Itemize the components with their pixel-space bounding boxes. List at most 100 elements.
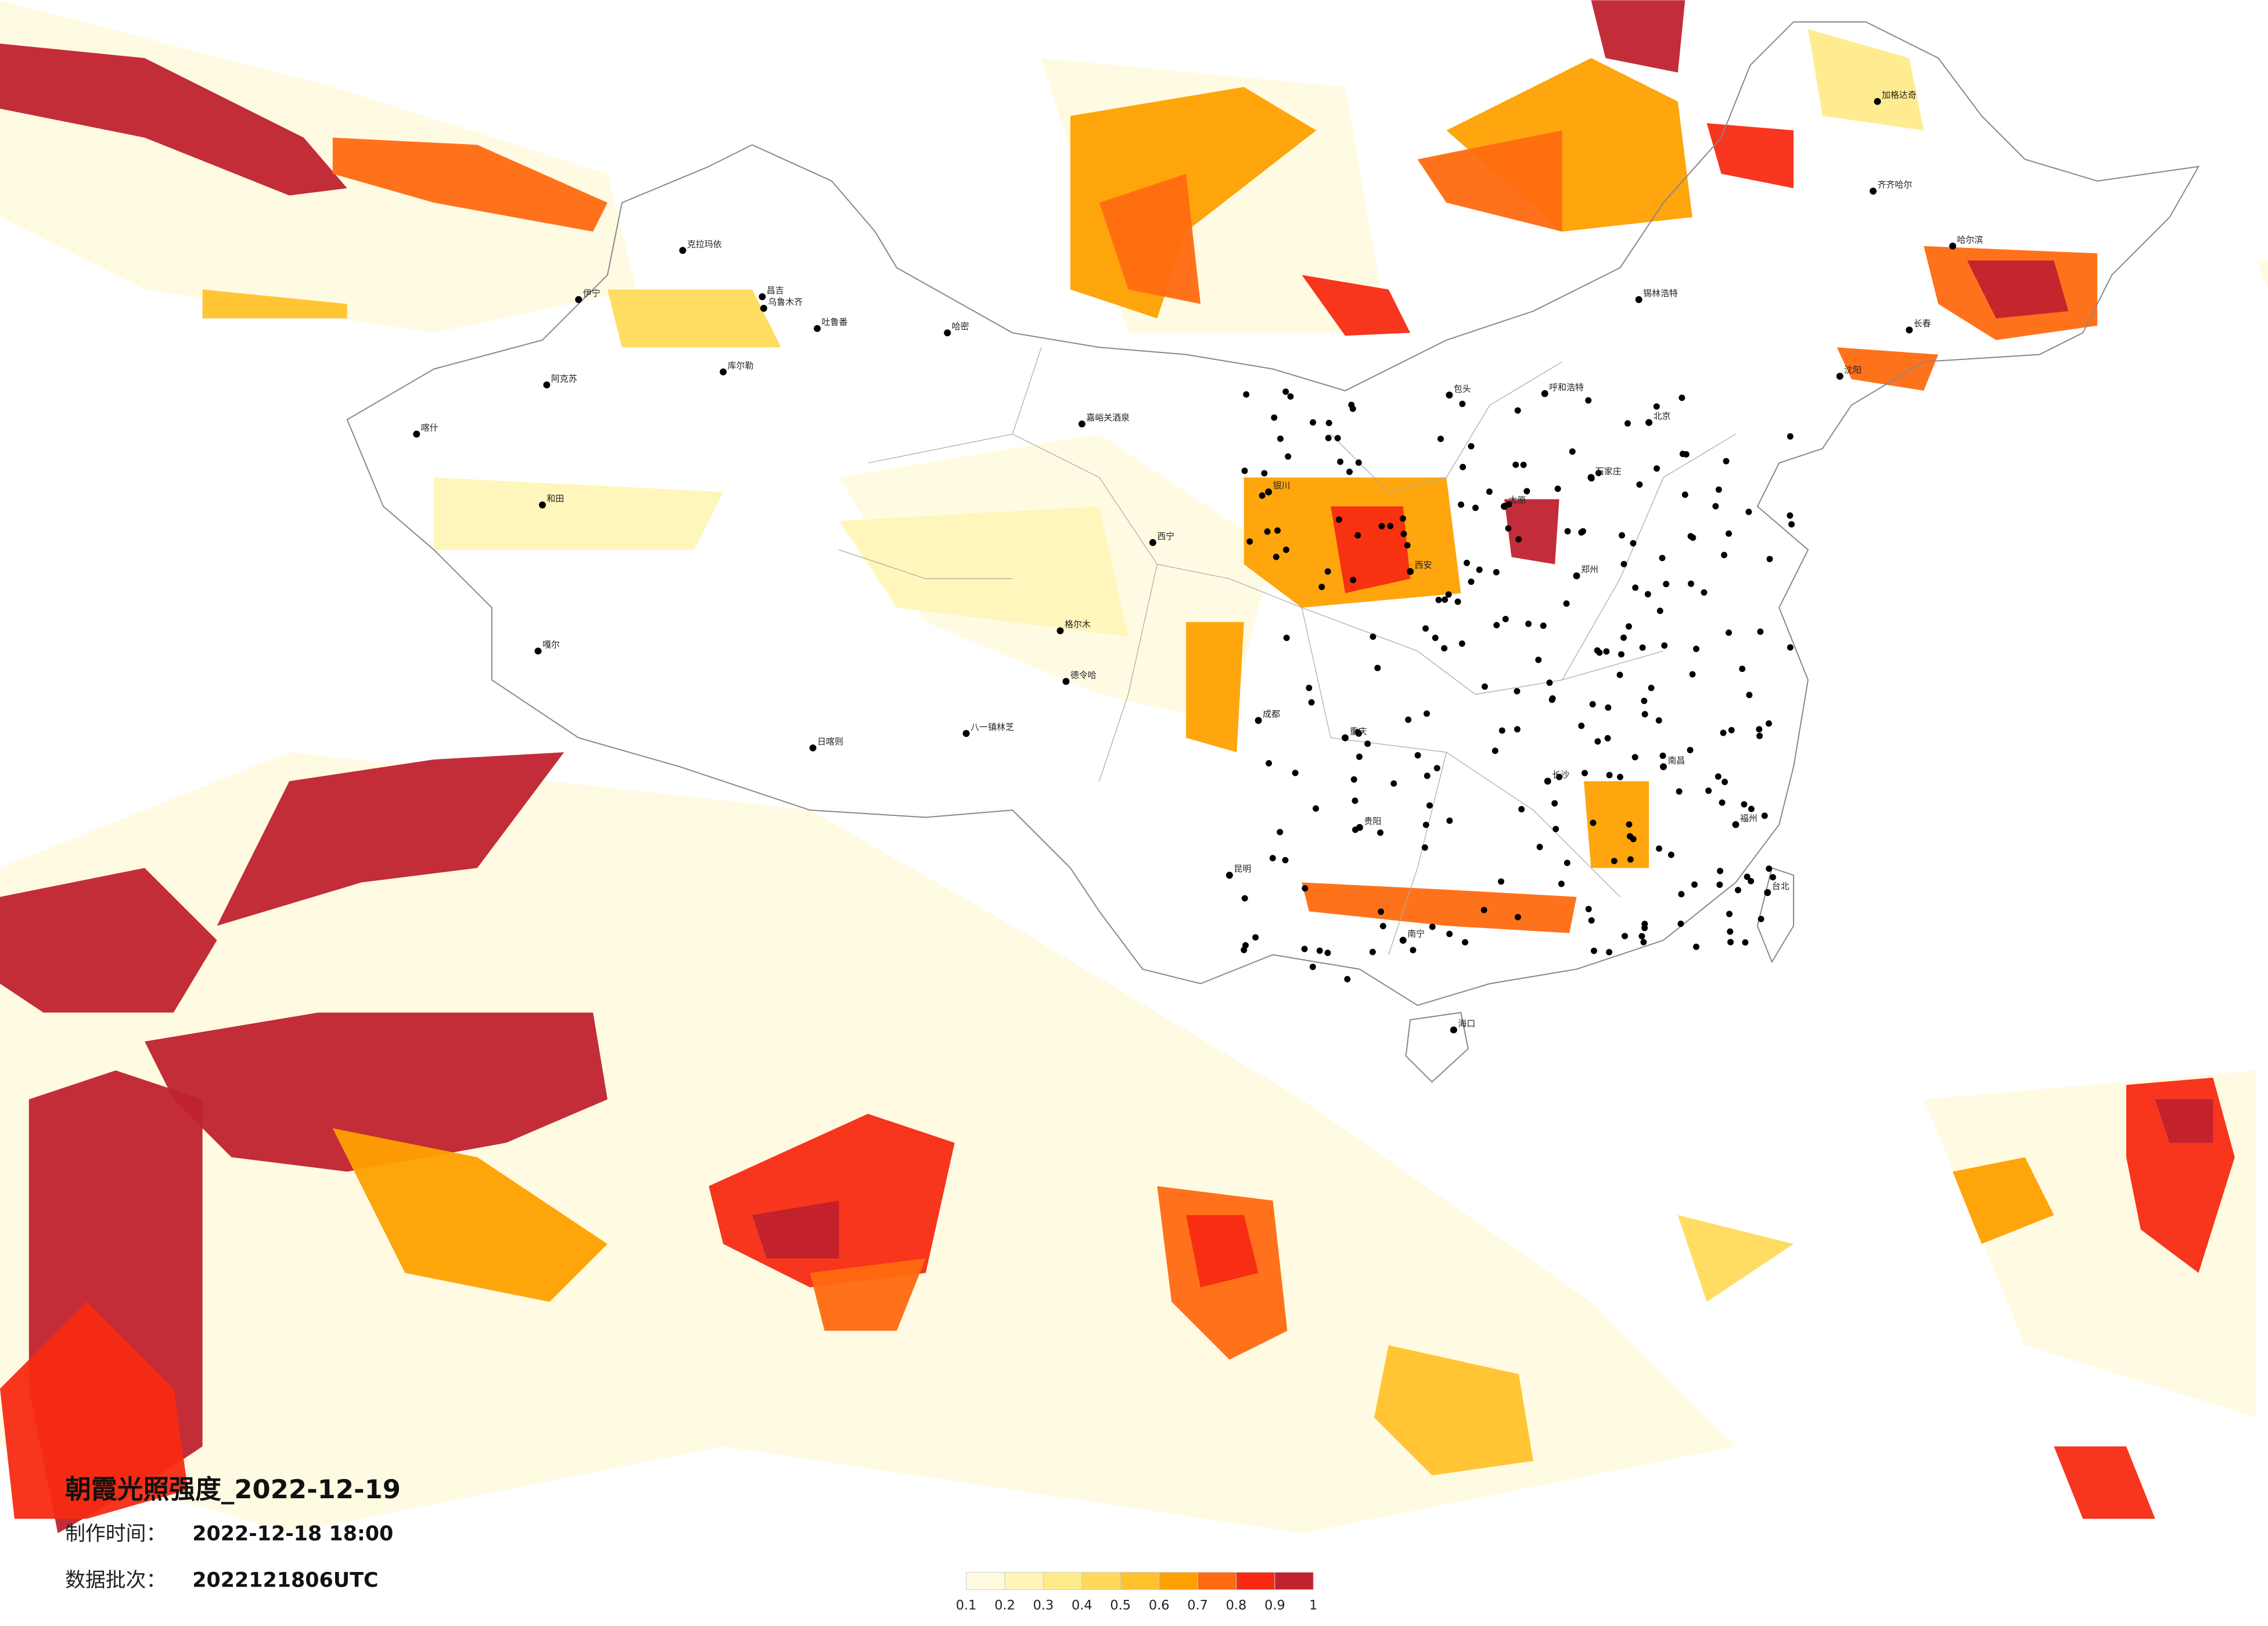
city-label: 海口 [1458, 1019, 1475, 1029]
city-dot [1676, 788, 1683, 795]
city-dot [1616, 671, 1623, 678]
heat-area [1417, 130, 1562, 232]
legend-swatch [1235, 1571, 1275, 1590]
heat-area [1836, 347, 1939, 391]
city-dot [1400, 530, 1407, 537]
city-dot [1594, 738, 1601, 745]
city-label: 乌鲁木齐 [768, 297, 803, 307]
city-dot [1405, 716, 1412, 723]
heat-area [1808, 29, 1924, 131]
city-dot [1870, 188, 1877, 195]
city-label: 北京 [1654, 411, 1671, 422]
city-dot [1356, 823, 1363, 831]
city-label: 德令哈 [1070, 670, 1097, 680]
city-dot [1514, 913, 1521, 920]
city-dot [1243, 391, 1250, 398]
city-dot [1491, 747, 1498, 754]
city-dot [1225, 872, 1233, 879]
city-dot [1252, 934, 1259, 941]
city-dot [1726, 911, 1733, 918]
city-dot [575, 296, 583, 303]
city-dot [1316, 947, 1323, 954]
city-dot [1689, 671, 1696, 678]
city-dot [1421, 844, 1428, 851]
city-dot [1742, 939, 1749, 946]
city-dot [1476, 566, 1483, 573]
city-dot [1720, 729, 1727, 736]
city-dot [1712, 503, 1719, 510]
city-dot [1541, 390, 1548, 397]
heat-area [607, 289, 781, 348]
city-dot [1756, 726, 1763, 733]
city-dot [1663, 581, 1670, 588]
city-dot [1350, 577, 1357, 584]
city-dot [1620, 560, 1627, 567]
city-label: 银川 [1273, 480, 1291, 491]
legend-swatch [1120, 1571, 1160, 1590]
city-dot [1324, 568, 1331, 575]
city-dot [1342, 734, 1349, 742]
heat-area [1591, 0, 1685, 73]
city-label: 八一镇林芝 [971, 722, 1014, 732]
city-dot [1626, 833, 1633, 840]
city-dot [1618, 651, 1625, 658]
city-dot [1630, 540, 1637, 547]
city-dot [1446, 391, 1453, 399]
city-dot [1458, 501, 1465, 508]
city-label: 贵阳 [1364, 816, 1381, 826]
city-dot [1656, 845, 1663, 852]
city-dot [1277, 435, 1284, 442]
city-dot [1544, 778, 1551, 785]
city-dot [1149, 539, 1156, 546]
heat-area [0, 868, 217, 1013]
city-dot [1458, 640, 1465, 647]
city-dot [1277, 829, 1284, 836]
city-dot [1498, 727, 1505, 734]
heat-area [752, 1200, 839, 1259]
city-dot [1410, 947, 1417, 954]
heat-area [1099, 174, 1201, 304]
city-dot [1687, 533, 1694, 539]
city-dot [1693, 645, 1700, 652]
city-dot [1691, 881, 1698, 888]
city-dot [538, 501, 546, 509]
city-dot [1325, 419, 1332, 426]
city-label: 格尔木 [1065, 619, 1091, 629]
city-dot [1468, 578, 1475, 585]
china-border [346, 21, 2200, 1006]
legend-tick: 0.8 [1226, 1598, 1247, 1613]
city-dot [1563, 859, 1570, 866]
city-dot [1480, 906, 1487, 913]
city-dot [1352, 797, 1358, 804]
city-dot [1727, 928, 1734, 935]
city-dot [1520, 462, 1527, 469]
city-dot [1514, 726, 1521, 733]
city-dot [1631, 754, 1638, 761]
city-dot [1727, 938, 1734, 945]
city-label: 南昌 [1667, 755, 1685, 765]
city-dot [720, 368, 727, 376]
city-dot [1619, 532, 1626, 539]
city-label: 昌吉 [767, 285, 784, 296]
city-dot [1255, 717, 1262, 724]
city-dot [1756, 732, 1763, 739]
city-dot [1424, 772, 1430, 779]
legend-swatch [1159, 1571, 1198, 1590]
city-dot [1337, 458, 1344, 465]
city-label: 西宁 [1157, 531, 1174, 541]
heat-area [1446, 57, 1692, 232]
city-dot [1595, 470, 1602, 476]
city-dot [1683, 451, 1690, 458]
map-title: 朝霞光照强度_2022-12-19 [65, 1474, 401, 1505]
city-dot [1655, 717, 1662, 724]
city-dot [1502, 616, 1509, 623]
city-dot [1766, 720, 1773, 727]
city-dot [1535, 656, 1542, 663]
city-dot [1515, 536, 1522, 543]
city-dot [1556, 774, 1563, 780]
city-dot [1659, 555, 1666, 562]
city-dot [1636, 481, 1643, 488]
city-dot [1787, 512, 1793, 519]
heat-area [0, 44, 347, 196]
legend-swatch [1081, 1571, 1121, 1590]
